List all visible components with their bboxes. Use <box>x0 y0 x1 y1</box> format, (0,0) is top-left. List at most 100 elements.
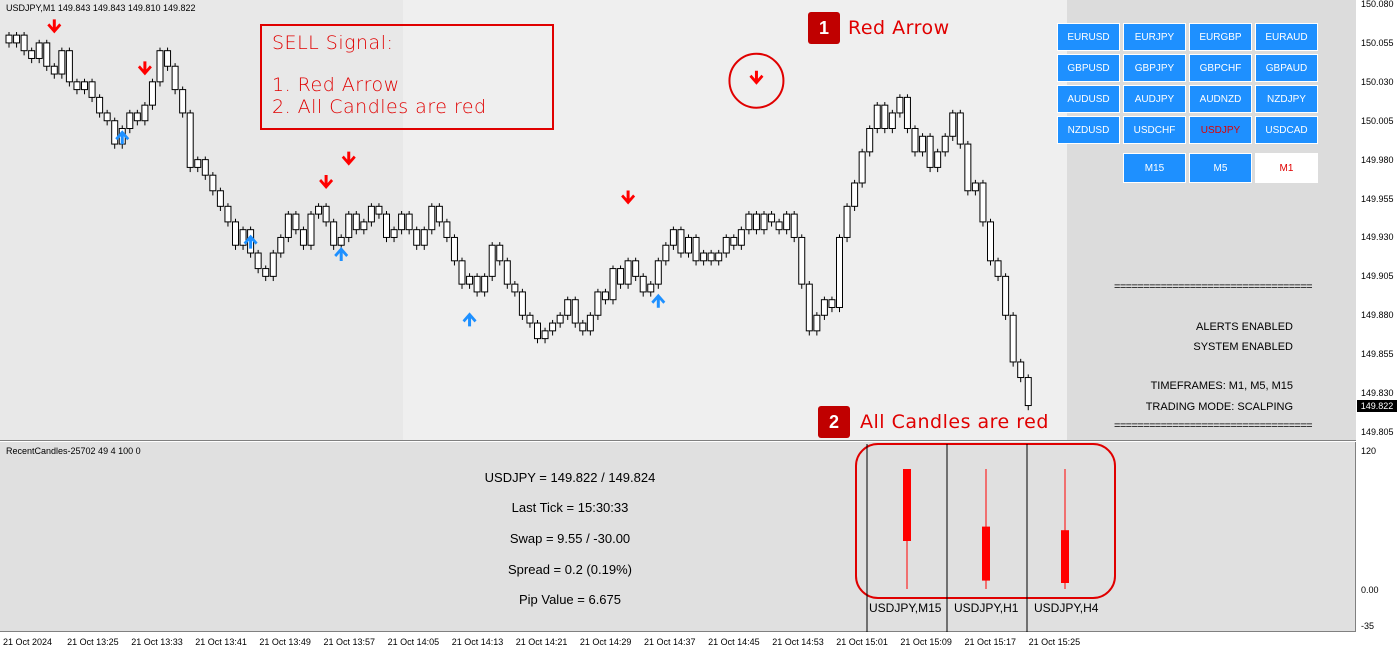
symbol-button-nzdusd[interactable]: NZDUSD <box>1057 116 1120 144</box>
separator-bottom: ================================== <box>1114 420 1313 432</box>
candle <box>201 156 209 180</box>
indicator-panel[interactable]: RecentCandles-25702 49 4 100 0 USDJPY = … <box>0 442 1356 632</box>
symbol-button-euraud[interactable]: EURAUD <box>1255 23 1318 51</box>
red-sell-arrow <box>319 174 334 189</box>
candle <box>858 148 866 188</box>
candle <box>405 210 413 235</box>
symbol-button-eurgbp[interactable]: EURGBP <box>1189 23 1252 51</box>
current-price-tag: 149.822 <box>1357 399 1397 412</box>
red-sell-arrow <box>621 190 636 205</box>
candle <box>715 249 723 266</box>
candle <box>556 312 564 328</box>
candle <box>594 288 602 320</box>
price-tick: 150.080 <box>1361 0 1394 9</box>
recent-candles-chart <box>855 443 1116 632</box>
sub-axis-tick: -35 <box>1361 621 1375 631</box>
candle <box>345 210 353 243</box>
candle <box>254 249 262 274</box>
candle <box>601 288 609 305</box>
swap-text: Swap = 9.55 / -30.00 <box>509 531 631 546</box>
price-tick: 149.830 <box>1361 388 1394 399</box>
symbol-button-usdchf[interactable]: USDCHF <box>1123 116 1186 144</box>
time-tick: 21 Oct 13:25 <box>67 637 119 647</box>
sell-title: SELL Signal: <box>272 32 394 54</box>
candle <box>224 203 232 227</box>
candle <box>919 133 927 157</box>
candle <box>564 296 572 320</box>
candle <box>836 234 843 313</box>
candle <box>466 273 474 289</box>
recent-candle <box>982 469 990 589</box>
price-axis[interactable]: 150.080 150.055 150.030 150.005 149.980 149.9… <box>1356 0 1400 441</box>
symbol-button-audnzd[interactable]: AUDNZD <box>1189 85 1252 113</box>
candle <box>496 242 504 266</box>
candle-label-m15: USDJPY,M15 <box>869 601 942 615</box>
red-sell-arrow <box>749 70 764 85</box>
candle <box>35 39 43 64</box>
candle <box>133 109 141 126</box>
candle <box>1024 374 1032 411</box>
symbol-button-usdjpy[interactable]: USDJPY <box>1189 116 1252 144</box>
timeframe-button-m15[interactable]: M15 <box>1123 153 1186 183</box>
candle <box>322 203 330 227</box>
candle <box>926 133 934 173</box>
candle <box>330 218 338 250</box>
candle <box>277 234 285 258</box>
system-status: SYSTEM ENABLED <box>1193 341 1293 353</box>
candle <box>58 47 66 79</box>
candle <box>435 203 443 227</box>
timeframe-button-m5[interactable]: M5 <box>1189 153 1252 183</box>
candle <box>413 226 421 250</box>
sub-axis-tick: 0.00 <box>1361 585 1379 595</box>
symbol-button-gbpjpy[interactable]: GBPJPY <box>1123 54 1186 82</box>
last-tick-text: Last Tick = 15:30:33 <box>511 500 629 515</box>
symbol-button-eurjpy[interactable]: EURJPY <box>1123 23 1186 51</box>
candle <box>617 265 625 289</box>
symbol-button-audjpy[interactable]: AUDJPY <box>1123 85 1186 113</box>
candle <box>20 32 28 56</box>
candle <box>164 47 172 71</box>
red-sell-arrow <box>341 151 356 166</box>
time-tick: 21 Oct 14:13 <box>451 637 504 647</box>
symbol-button-nzdjpy[interactable]: NZDJPY <box>1255 85 1318 113</box>
candle <box>292 210 300 235</box>
blue-buy-arrow <box>651 293 666 308</box>
symbol-button-gbpchf[interactable]: GBPCHF <box>1189 54 1252 82</box>
symbol-button-eurusd[interactable]: EURUSD <box>1057 23 1120 51</box>
candle <box>949 109 957 141</box>
candle <box>194 156 202 173</box>
candle <box>669 226 677 250</box>
candle <box>654 257 662 289</box>
blue-buy-arrow <box>115 130 130 145</box>
main-chart-area[interactable]: USDJPY,M1 149.843 149.843 149.810 149.82… <box>0 0 1356 441</box>
candle <box>730 234 738 250</box>
candle <box>752 210 760 235</box>
candle <box>903 94 911 134</box>
sell-line-1: 1. Red Arrow <box>272 74 400 96</box>
badge-1-label: Red Arrow <box>848 17 950 39</box>
symbol-label: USDJPY,M1 149.843 149.843 149.810 149.82… <box>6 3 196 13</box>
candle <box>96 94 104 118</box>
timeframe-button-m1[interactable]: M1 <box>1255 153 1318 183</box>
candle <box>956 109 964 149</box>
symbol-button-gbpaud[interactable]: GBPAUD <box>1255 54 1318 82</box>
symbol-button-audusd[interactable]: AUDUSD <box>1057 85 1120 113</box>
candle <box>390 226 398 243</box>
candle <box>81 78 88 95</box>
time-axis[interactable]: 21 Oct 2024 21 Oct 13:25 21 Oct 13:33 21 Oc… <box>0 632 1400 657</box>
time-tick: 21 Oct 14:05 <box>387 637 440 647</box>
candle <box>851 179 859 211</box>
red-sell-arrow <box>47 19 62 34</box>
candle <box>911 125 919 157</box>
trading-mode: TRADING MODE: SCALPING <box>1145 401 1293 413</box>
candle <box>526 312 534 328</box>
symbol-button-usdcad[interactable]: USDCAD <box>1255 116 1318 144</box>
candle <box>216 187 224 211</box>
symbol-button-gbpusd[interactable]: GBPUSD <box>1057 54 1120 82</box>
candle <box>111 117 119 149</box>
candle <box>156 47 164 87</box>
candle <box>420 226 428 250</box>
candle <box>148 78 156 110</box>
price-tick: 150.005 <box>1361 115 1394 126</box>
candle <box>828 296 836 313</box>
